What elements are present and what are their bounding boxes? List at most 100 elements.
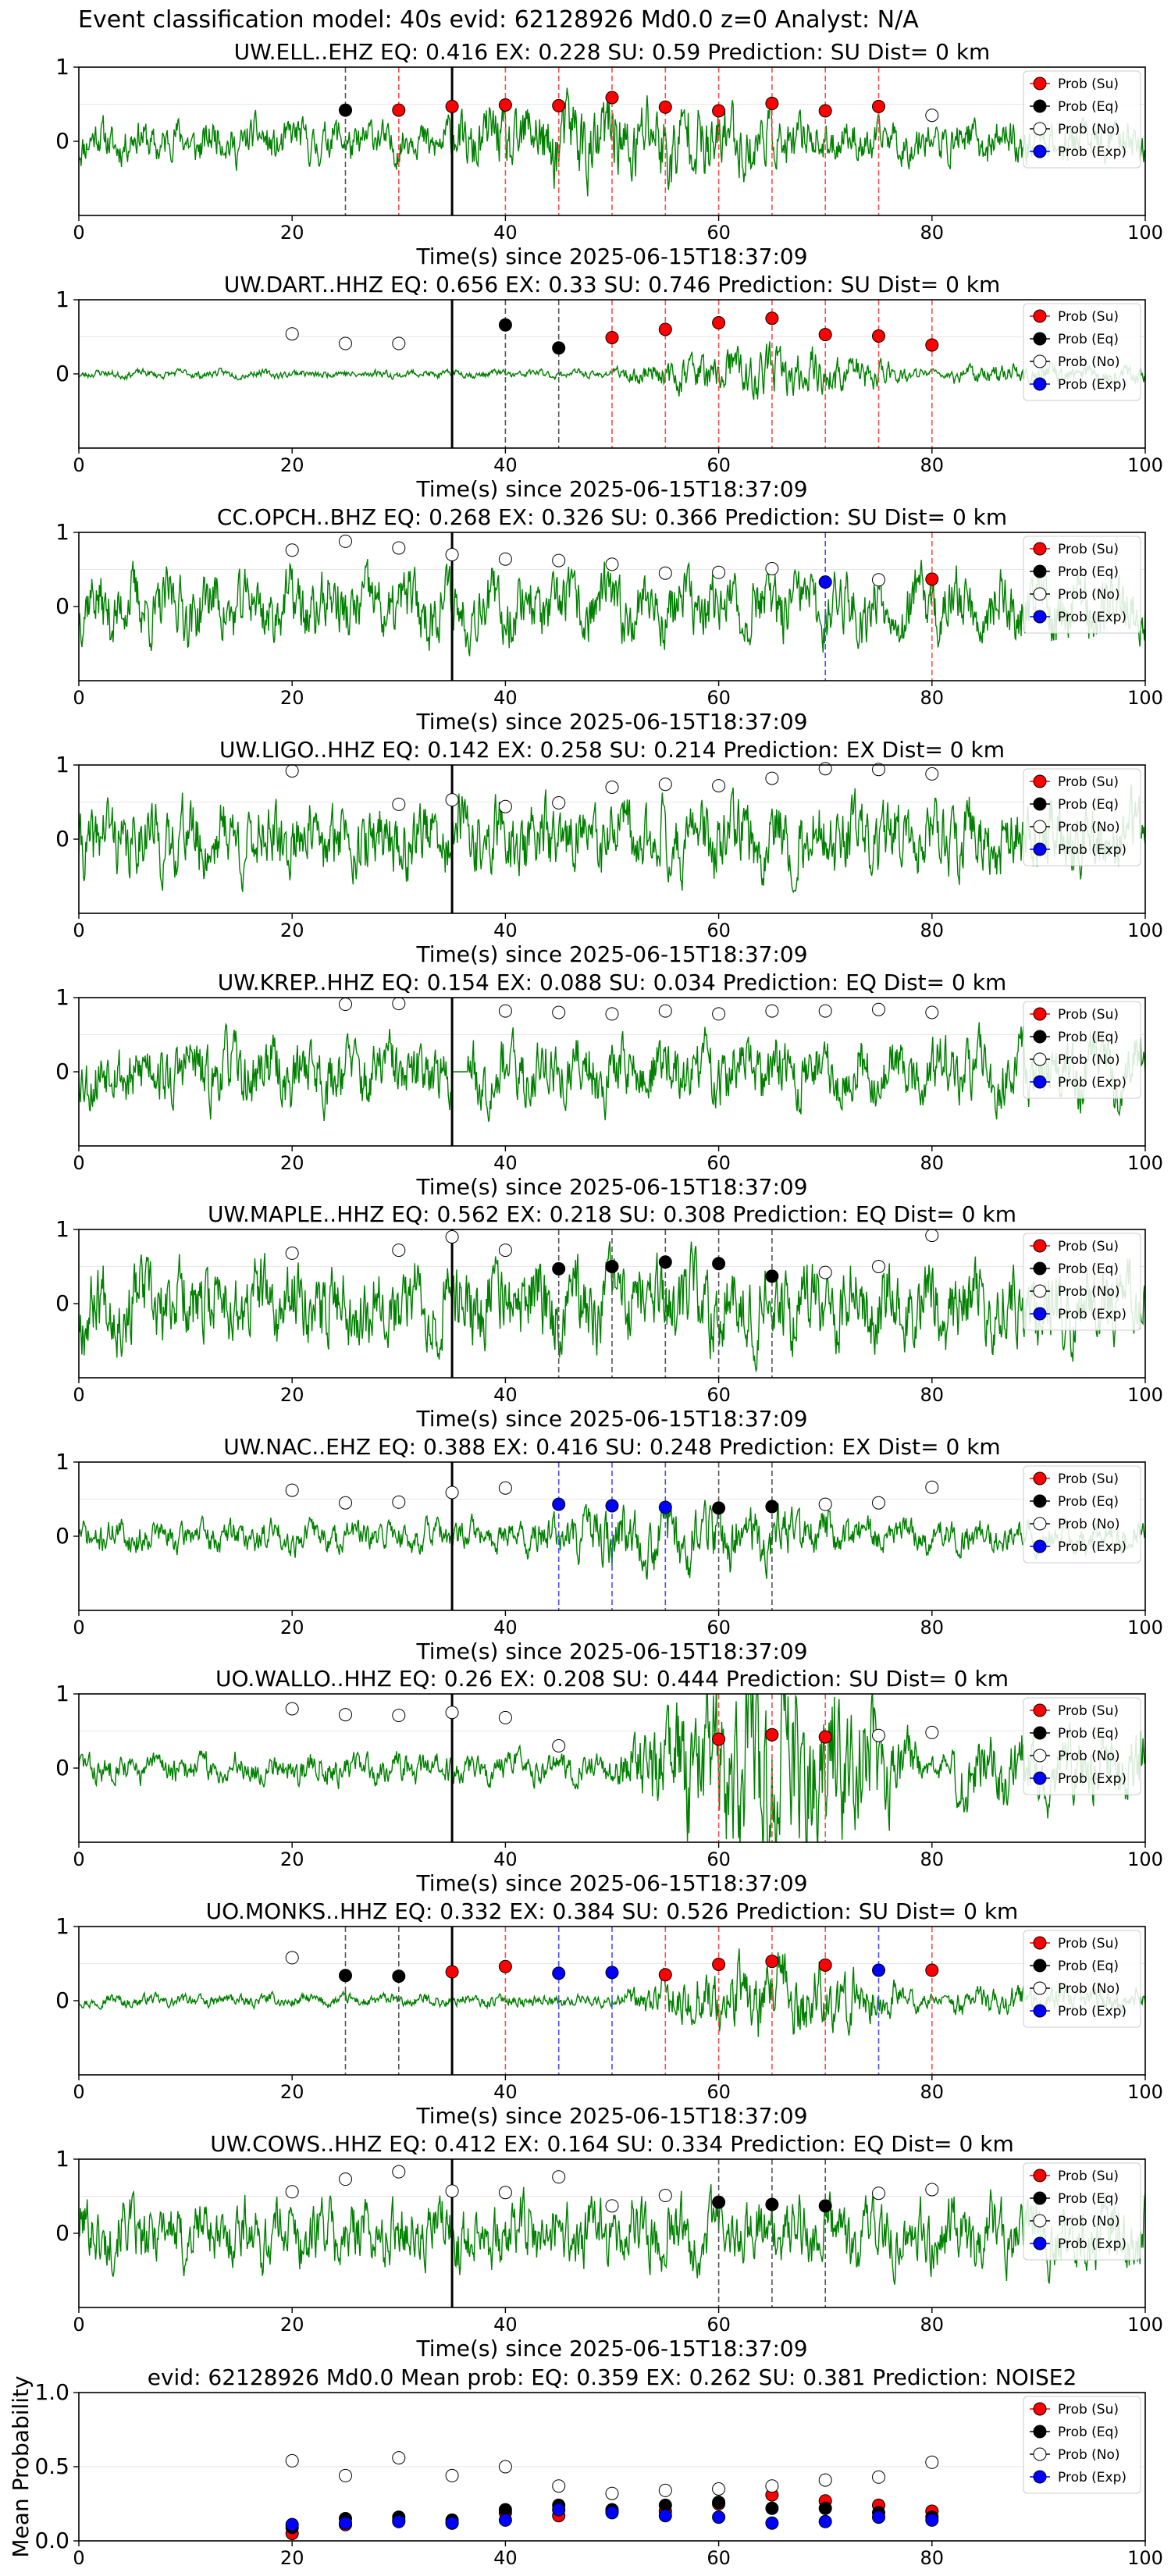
station-panel: UO.WALLO..HHZ EQ: 0.26 EX: 0.208 SU: 0.4… xyxy=(55,1666,1163,1896)
legend-marker-no xyxy=(1033,587,1047,601)
panel-title: UW.DART..HHZ EQ: 0.656 EX: 0.33 SU: 0.74… xyxy=(224,272,1001,297)
x-axis-label: Time(s) since 2025-06-15T18:37:09 xyxy=(415,1406,807,1432)
prob-point-no xyxy=(925,1229,939,1243)
prob-point-su xyxy=(445,99,459,113)
legend-label-no: Prob (No) xyxy=(1058,820,1120,835)
panel-title: UW.LIGO..HHZ EQ: 0.142 EX: 0.258 SU: 0.2… xyxy=(219,737,1005,763)
prob-point-no xyxy=(339,1708,352,1722)
legend-label-su: Prob (Su) xyxy=(1058,542,1119,557)
legend-label-su: Prob (Su) xyxy=(1058,2169,1119,2184)
prob-point-eq xyxy=(765,2197,779,2211)
x-tick-label: 80 xyxy=(920,2314,945,2336)
x-tick-label: 60 xyxy=(707,920,731,941)
y-tick-label: 1 xyxy=(55,286,69,312)
y-tick-label: 0 xyxy=(55,1755,69,1781)
legend-marker-su xyxy=(1033,2402,1047,2416)
x-tick-label: 20 xyxy=(280,1617,304,1638)
x-tick-label: 60 xyxy=(707,687,731,709)
prob-point-eq xyxy=(765,1500,779,1514)
prob-point-no xyxy=(765,1004,779,1018)
prob-point-no xyxy=(712,779,726,793)
legend-marker-no xyxy=(1033,354,1047,368)
legend-label-exp: Prob (Exp) xyxy=(1058,144,1127,160)
prob-point-eq xyxy=(818,2199,832,2213)
legend-marker-no xyxy=(1033,1749,1047,1763)
legend-label-eq: Prob (Eq) xyxy=(1058,2191,1119,2207)
x-tick-label: 0 xyxy=(73,2081,84,2103)
prob-point-no xyxy=(285,764,299,778)
prob-point-su xyxy=(712,1957,726,1971)
axes-frame xyxy=(78,532,1146,681)
legend-marker-no xyxy=(1033,122,1047,136)
legend-label-exp: Prob (Exp) xyxy=(1058,842,1127,858)
prob-point-no xyxy=(392,997,406,1011)
y-tick-label: 0 xyxy=(55,2220,69,2246)
legend-marker-no xyxy=(1033,2214,1047,2228)
prob-point-no xyxy=(605,1007,619,1021)
legend-label-exp: Prob (Exp) xyxy=(1058,2236,1127,2252)
prob-point-exp xyxy=(658,1500,672,1514)
prob-point-exp xyxy=(872,1963,885,1977)
legend: Prob (Su) Prob (Eq) Prob (No) Prob (Exp) xyxy=(1023,1930,1141,2028)
prob-point-no xyxy=(392,1495,406,1509)
prob-point-eq xyxy=(339,103,352,117)
y-tick-label: 1 xyxy=(55,752,69,777)
prob-point-su xyxy=(925,338,939,352)
legend-marker-su xyxy=(1033,1007,1047,1021)
prob-point-no xyxy=(818,1004,832,1018)
prob-point-exp xyxy=(605,1966,619,1980)
legend-label-exp: Prob (Exp) xyxy=(1058,1539,1127,1555)
legend-label-no: Prob (No) xyxy=(1058,122,1120,137)
legend-label-eq: Prob (Eq) xyxy=(1058,797,1119,813)
x-tick-label: 0 xyxy=(73,687,84,709)
x-tick-label: 100 xyxy=(1127,454,1163,476)
mean-point-no xyxy=(552,2479,566,2493)
legend-marker-su xyxy=(1033,309,1047,323)
x-tick-label: 40 xyxy=(493,1617,518,1638)
x-tick-label: 40 xyxy=(493,2314,518,2336)
y-tick-label: 0 xyxy=(55,361,69,386)
legend-label-eq: Prob (Eq) xyxy=(1058,564,1119,580)
x-tick-label: 0 xyxy=(73,1617,84,1638)
x-axis-label: Time(s) since 2025-06-15T18:37:09 xyxy=(415,709,807,735)
prob-point-su xyxy=(925,1963,939,1977)
x-tick-label: 100 xyxy=(1127,920,1163,941)
prob-point-no xyxy=(658,566,672,580)
y-tick-label: 0 xyxy=(55,1059,69,1084)
mean-point-no xyxy=(285,2453,299,2467)
mean-point-no xyxy=(818,2473,832,2487)
mean-point-no xyxy=(605,2486,619,2500)
prob-point-no xyxy=(658,1004,672,1018)
prob-point-no xyxy=(339,2172,352,2186)
x-tick-label: 20 xyxy=(280,2314,304,2336)
legend-marker-exp xyxy=(1033,1771,1047,1785)
x-tick-label: 100 xyxy=(1127,1152,1163,1174)
legend-label-no: Prob (No) xyxy=(1058,587,1120,603)
prob-point-no xyxy=(445,2184,459,2198)
station-panel: UW.NAC..EHZ EQ: 0.388 EX: 0.416 SU: 0.24… xyxy=(55,1434,1163,1664)
legend-marker-su xyxy=(1033,1703,1047,1717)
prob-point-no xyxy=(498,799,512,813)
legend-marker-eq xyxy=(1033,1726,1047,1740)
legend-marker-exp xyxy=(1033,1307,1047,1321)
x-tick-label: 60 xyxy=(707,454,731,476)
legend-label-no: Prob (No) xyxy=(1058,1517,1120,1532)
prob-point-exp xyxy=(818,575,832,589)
legend-marker-su xyxy=(1033,2169,1047,2183)
x-tick-label: 0 xyxy=(73,2314,84,2336)
legend-marker-exp xyxy=(1033,377,1047,391)
prob-point-eq xyxy=(712,1257,726,1271)
x-tick-label: 0 xyxy=(73,1152,84,1174)
prob-point-no xyxy=(872,763,885,777)
legend: Prob (Su) Prob (Eq) Prob (No) Prob (Exp) xyxy=(1023,535,1141,634)
prob-point-no xyxy=(872,1260,885,1273)
prob-point-no xyxy=(498,1244,512,1258)
x-tick-label: 100 xyxy=(1127,2547,1163,2569)
mean-point-exp xyxy=(818,2514,832,2528)
prob-point-su xyxy=(765,97,779,111)
legend-label-no: Prob (No) xyxy=(1058,2447,1120,2463)
prob-point-no xyxy=(925,1005,939,1019)
prob-point-no xyxy=(339,1496,352,1510)
legend-label-no: Prob (No) xyxy=(1058,1284,1120,1300)
mean-point-no xyxy=(925,2455,939,2469)
